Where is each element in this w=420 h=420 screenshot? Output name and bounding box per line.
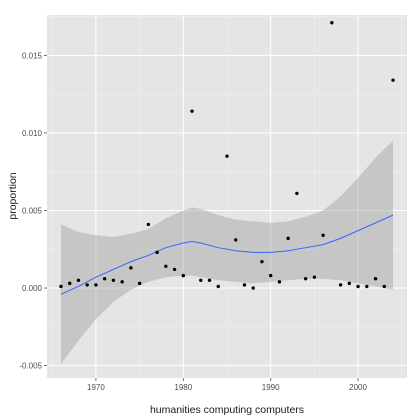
y-axis-ticks: -0.005 0.000 0.005 0.010 0.015 (19, 51, 47, 371)
data-point (172, 267, 177, 272)
major-gridlines (47, 15, 407, 378)
x-tick-label: 1980 (174, 383, 192, 392)
y-tick-label: 0.010 (22, 129, 43, 138)
data-point (129, 266, 133, 270)
data-point (111, 278, 116, 282)
data-point (295, 191, 299, 196)
data-point (365, 284, 369, 289)
x-tick-label: 2000 (349, 383, 367, 392)
data-point (347, 281, 352, 286)
data-point (85, 283, 89, 287)
data-point (155, 250, 159, 255)
data-point (382, 284, 386, 289)
smooth-line (60, 214, 394, 295)
data-point (102, 277, 107, 281)
data-point (321, 233, 325, 237)
data-point (391, 78, 395, 82)
data-points (59, 21, 395, 290)
x-axis-title: humanities computing computers (150, 404, 304, 416)
y-tick-label: 0.005 (22, 206, 43, 215)
data-point (373, 277, 378, 281)
data-point (120, 280, 124, 284)
data-point (181, 273, 186, 278)
y-axis-title: proportion (7, 172, 19, 219)
data-point (268, 273, 273, 278)
minor-gridlines (47, 15, 407, 378)
y-tick-label: -0.005 (19, 362, 42, 371)
x-tick-label: 1970 (87, 383, 105, 392)
data-point (234, 238, 238, 242)
data-point (207, 278, 212, 282)
data-point (199, 278, 203, 282)
y-tick-label: 0.015 (22, 51, 43, 60)
data-point (303, 277, 308, 281)
data-point (190, 109, 194, 113)
data-point (225, 154, 229, 158)
data-point (76, 278, 81, 282)
data-point (164, 264, 168, 269)
data-point (286, 236, 290, 241)
x-tick-label: 1990 (262, 383, 280, 392)
confidence-band (60, 140, 394, 365)
data-point (59, 284, 63, 289)
data-point (277, 280, 282, 284)
data-point (251, 286, 255, 290)
data-point (338, 283, 343, 287)
data-point (330, 21, 334, 25)
x-axis-ticks: 1970 1980 1990 2000 (87, 378, 368, 392)
data-point (356, 284, 360, 289)
data-point (242, 283, 247, 287)
data-point (260, 259, 264, 264)
y-tick-label: 0.000 (22, 284, 43, 293)
data-point (216, 284, 220, 289)
data-point (137, 281, 142, 286)
data-point (94, 283, 98, 287)
data-point (68, 281, 72, 286)
data-point (312, 275, 317, 279)
data-point (146, 222, 151, 227)
